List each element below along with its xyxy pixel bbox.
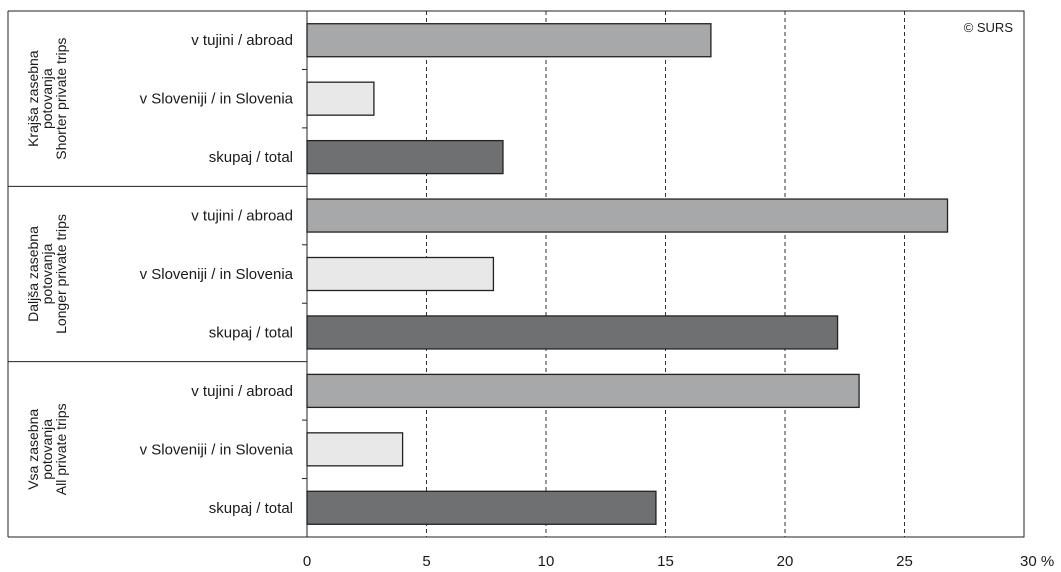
bar	[306, 198, 949, 233]
credit-text: © SURS	[964, 20, 1014, 35]
bar	[306, 315, 839, 350]
category-label: skupaj / total	[209, 149, 293, 166]
group-label: potovanja	[39, 68, 55, 129]
category-label: v tujini / abroad	[191, 208, 293, 225]
group-label: potovanja	[39, 243, 55, 304]
group-label: Krajša zasebna	[25, 50, 41, 147]
bar	[306, 432, 404, 467]
group-label: All private trips	[53, 403, 69, 495]
x-tick-label: 10	[538, 553, 555, 570]
category-label: v Sloveniji / in Slovenia	[140, 91, 294, 108]
category-label: v Sloveniji / in Slovenia	[140, 266, 294, 283]
group-label: Shorter private trips	[53, 38, 69, 160]
bar	[306, 139, 504, 175]
category-label: v tujini / abroad	[191, 32, 293, 49]
group-label: Daljša zasebna	[25, 226, 41, 322]
category-label: skupaj / total	[209, 500, 293, 517]
x-tick-label: 0	[303, 553, 311, 570]
bar	[306, 256, 495, 292]
category-label: skupaj / total	[209, 324, 293, 341]
group-label: Vsa zasebna	[25, 409, 41, 490]
group-label: potovanja	[39, 419, 55, 480]
x-tick-label: 5	[422, 553, 430, 570]
bar	[306, 23, 712, 58]
bar	[306, 81, 375, 116]
x-tick-label: 15	[657, 553, 674, 570]
category-label: v Sloveniji / in Slovenia	[140, 441, 294, 458]
x-tick-label: 20	[777, 553, 794, 570]
plot-border	[306, 10, 1025, 538]
x-tick-label: 30 %	[1020, 553, 1054, 570]
bar	[306, 490, 657, 525]
category-label: v tujini / abroad	[191, 383, 293, 400]
x-tick-label: 25	[896, 553, 913, 570]
group-label: Longer private trips	[53, 214, 69, 334]
bar	[306, 373, 860, 409]
